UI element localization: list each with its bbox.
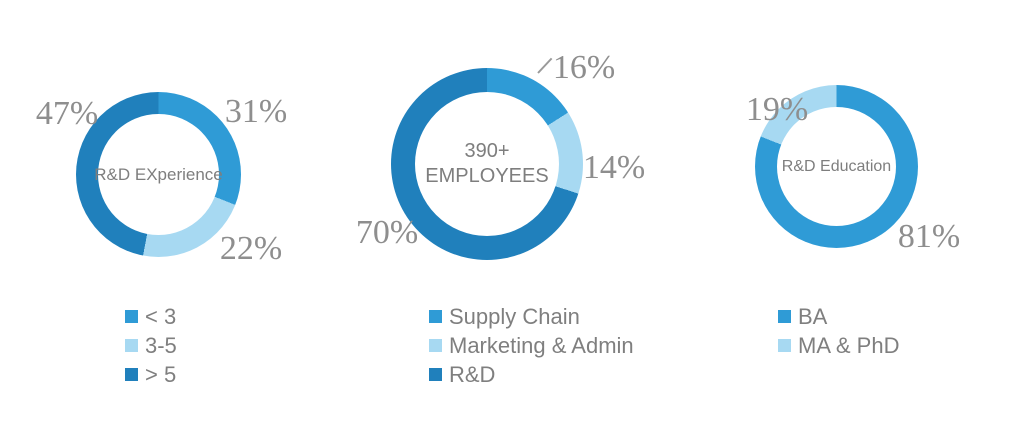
legend-swatch [125, 368, 138, 381]
donut-employees: 390+ EMPLOYEES [391, 68, 583, 260]
legend-item: BA [778, 302, 899, 331]
legend-rd-education: BA MA & PhD [778, 302, 899, 360]
legend-swatch [125, 339, 138, 352]
donut-hole: R&D EXperience [94, 114, 223, 235]
donut-center-label-line2: EMPLOYEES [425, 165, 549, 187]
legend-item-label: BA [798, 303, 828, 329]
legend-item-label: MA & PhD [798, 332, 900, 358]
percent-label-marketing-admin: 14% [582, 149, 646, 186]
donut-hole: R&D Education [777, 107, 896, 226]
legend-swatch [429, 339, 442, 352]
legend-swatch [429, 310, 442, 323]
legend-swatch [429, 368, 442, 381]
percent-label-ba: 81% [897, 218, 961, 255]
legend-item: < 3 [125, 302, 177, 331]
legend-item-label: Supply Chain [449, 303, 580, 329]
legend-swatch [778, 310, 791, 323]
legend-item-label: Marketing & Admin [449, 332, 634, 358]
legend-item: 3-5 [125, 331, 177, 360]
legend-swatch [125, 310, 138, 323]
label-leader-line [537, 57, 553, 74]
percent-label-ma-phd: 19% [745, 91, 809, 128]
legend-employees: Supply Chain Marketing & Admin R&D [429, 302, 634, 389]
percent-label-gt5: 47% [35, 95, 99, 132]
legend-item: > 5 [125, 360, 177, 389]
legend-item: R&D [429, 360, 634, 389]
legend-item-label: > 5 [145, 361, 177, 387]
legend-item: Supply Chain [429, 302, 634, 331]
percent-label-supply-chain: 16% [552, 49, 616, 86]
legend-item-label: R&D [449, 361, 496, 387]
donut-center-label: R&D Education [781, 157, 892, 175]
donut-center-label: R&D EXperience [94, 164, 223, 184]
donut-hole: 390+ EMPLOYEES [415, 92, 559, 236]
legend-item: MA & PhD [778, 331, 899, 360]
percent-label-rd: 70% [355, 214, 419, 251]
percent-label-3to5: 22% [219, 230, 283, 267]
percent-label-lt3: 31% [224, 93, 288, 130]
legend-item-label: 3-5 [145, 332, 177, 358]
legend-item: Marketing & Admin [429, 331, 634, 360]
donut-center-label-line1: 390+ [464, 140, 510, 162]
donut-rd-education: R&D Education [755, 85, 918, 248]
donut-rd-experience: R&D EXperience [76, 92, 241, 257]
legend-swatch [778, 339, 791, 352]
legend-rd-experience: < 3 3-5 > 5 [125, 302, 177, 389]
legend-item-label: < 3 [145, 303, 177, 329]
